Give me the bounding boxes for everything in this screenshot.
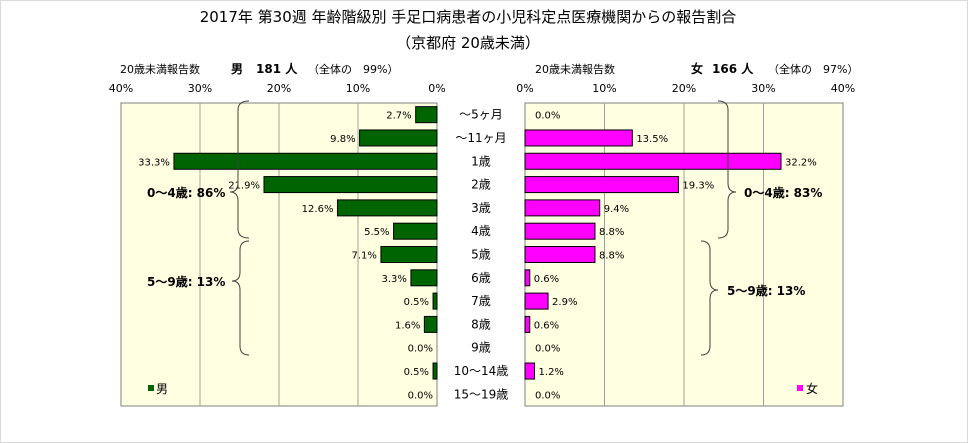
- male-value-label: 3.3%: [382, 274, 407, 285]
- category-label: 9歳: [471, 341, 491, 355]
- male-legend-swatch: [148, 385, 154, 391]
- male-header-count: 181 人: [256, 61, 298, 76]
- male-bar: [393, 222, 438, 240]
- female-tick-label: 30%: [751, 82, 775, 95]
- category-label: 15～19歳: [454, 387, 509, 401]
- male-value-label: 9.8%: [330, 134, 355, 145]
- male-bar: [336, 199, 438, 217]
- male-tick-label: 10%: [346, 82, 370, 95]
- male-value-label: 12.6%: [302, 204, 334, 215]
- category-label: 4歳: [471, 224, 491, 238]
- female-value-label: 8.8%: [599, 251, 624, 262]
- female-bar: [524, 315, 531, 333]
- female-value-label: 32.2%: [785, 157, 817, 168]
- female-header-sex: 女: [691, 61, 703, 76]
- female-tick-label: 10%: [592, 82, 616, 95]
- male-value-label: 5.5%: [364, 227, 389, 238]
- male-value-label: 21.9%: [228, 181, 260, 192]
- male-value-label: 0.5%: [404, 367, 429, 378]
- male-bar: [410, 269, 438, 287]
- male-value-label: 2.7%: [386, 111, 411, 122]
- category-label: 1歳: [471, 154, 491, 168]
- axis-tick-labels: 40% 30% 20% 10% 0% 0% 10% 20% 30% 40%: [109, 82, 855, 95]
- category-labels: ～5ヶ月 ～11ヶ月 1歳 2歳 3歳 4歳 5歳 6歳 7歳 8歳 9歳 10～14歳 15～19歳: [454, 108, 509, 402]
- female-value-label: 19.3%: [682, 181, 714, 192]
- category-label: 7歳: [471, 294, 491, 308]
- male-tick-label: 0%: [428, 82, 445, 95]
- female-value-label: 9.4%: [604, 204, 629, 215]
- female-value-label: 0.6%: [534, 274, 559, 285]
- female-group-5-9-label: 5～9歳: 13%: [727, 283, 805, 298]
- female-bar: [524, 269, 531, 287]
- female-header-share: （全体の 97%）: [768, 62, 858, 76]
- chart-title-line2: （京都府 20歳未満）: [396, 34, 540, 52]
- male-tick-label: 30%: [188, 82, 212, 95]
- female-tick-label: 40%: [831, 82, 855, 95]
- male-bracket-0-4: [229, 100, 250, 239]
- male-header-share: （全体の 99%）: [308, 62, 398, 76]
- female-bar: [524, 222, 596, 240]
- female-bar: [524, 176, 679, 194]
- male-value-label: 1.6%: [395, 320, 420, 331]
- female-value-label: 8.8%: [599, 227, 624, 238]
- male-value-label: 0.5%: [404, 297, 429, 308]
- male-bar: [173, 152, 438, 170]
- category-label: 3歳: [471, 201, 491, 215]
- female-header-count: 166 人: [712, 61, 754, 76]
- male-bar: [415, 106, 438, 124]
- male-tick-label: 40%: [109, 82, 133, 95]
- female-value-label: 0.0%: [535, 390, 560, 401]
- male-bar: [359, 129, 438, 147]
- male-header-sex: 男: [231, 62, 243, 76]
- male-bracket-5-9: [231, 240, 250, 356]
- female-value-label: 0.0%: [535, 344, 560, 355]
- female-bar: [524, 292, 549, 310]
- category-label: 6歳: [471, 271, 491, 285]
- female-bar: [524, 129, 633, 147]
- female-tick-label: 20%: [672, 82, 696, 95]
- chart-title-line1: 2017年 第30週 年齢階級別 手足口病患者の小児科定点医療機関からの報告割合: [200, 8, 737, 26]
- female-value-label: 2.9%: [552, 297, 577, 308]
- male-bar: [380, 246, 438, 263]
- female-value-label: 0.0%: [535, 111, 560, 122]
- data-labels: 2.7% 0.0% 9.8% 13.5% 33.3% 32.2% 21.9% 19.3% 12.…: [138, 111, 817, 402]
- female-value-label: 13.5%: [636, 134, 668, 145]
- male-legend-label: 男: [156, 382, 168, 396]
- female-bracket-0-4: [717, 100, 737, 239]
- male-bar: [263, 176, 438, 194]
- female-header-label: 20歳未満報告数: [535, 63, 615, 76]
- male-value-label: 0.0%: [408, 390, 433, 401]
- male-bar: [423, 315, 438, 333]
- female-bar: [524, 199, 601, 217]
- male-group-0-4-label: 0～4歳: 86%: [147, 185, 225, 200]
- female-tick-label: 0%: [516, 82, 533, 95]
- category-label: 10～14歳: [454, 364, 509, 378]
- female-value-label: 0.6%: [534, 320, 559, 331]
- category-label: 5歳: [471, 248, 491, 262]
- male-tick-label: 20%: [267, 82, 291, 95]
- male-bar: [432, 292, 438, 310]
- female-bar: [524, 152, 782, 170]
- female-bracket-5-9: [700, 240, 719, 356]
- male-bar: [432, 362, 438, 380]
- female-bar: [524, 362, 536, 380]
- male-value-label: 33.3%: [138, 157, 170, 168]
- male-value-label: 0.0%: [408, 344, 433, 355]
- female-legend-label: 女: [806, 381, 818, 396]
- male-header-label: 20歳未満報告数: [120, 63, 200, 76]
- male-value-label: 7.1%: [352, 251, 377, 262]
- female-group-0-4-label: 0～4歳: 83%: [744, 185, 822, 200]
- bars: [173, 106, 782, 380]
- category-label: 8歳: [471, 317, 491, 331]
- female-bar: [524, 246, 596, 263]
- category-label: 2歳: [471, 178, 491, 192]
- female-value-label: 1.2%: [539, 367, 564, 378]
- male-group-5-9-label: 5～9歳: 13%: [147, 274, 225, 289]
- category-label: ～5ヶ月: [459, 108, 503, 122]
- female-legend-swatch: [797, 385, 803, 391]
- category-label: ～11ヶ月: [455, 131, 506, 145]
